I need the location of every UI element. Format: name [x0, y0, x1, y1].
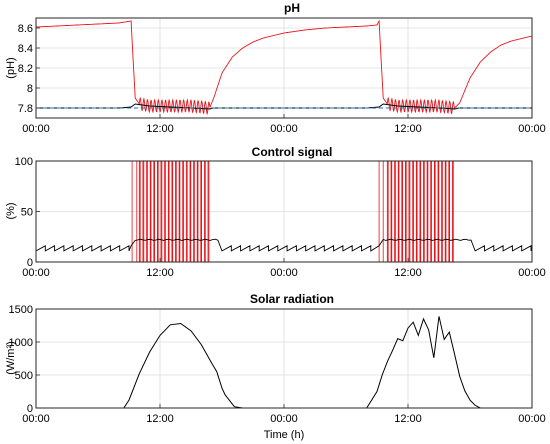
- series-control-sawtooth: [35, 238, 533, 252]
- control-y-axis-label: (%): [5, 202, 17, 219]
- y-tick-label: 8.4: [18, 43, 33, 55]
- y-tick-label: 50: [21, 207, 33, 219]
- solar-radiation-chart-title: Solar radiation: [250, 292, 334, 306]
- y-tick-label: 7.8: [18, 103, 33, 115]
- solar-y-axis-label: (W/m²): [5, 341, 17, 375]
- y-tick-label: 500: [15, 370, 33, 382]
- x-tick-label: 00:00: [22, 413, 50, 425]
- control-signal-chart-panel: Control signal 00:00 12:00 00:00 12:00 00:00…: [5, 145, 546, 279]
- y-tick-label: 8.6: [18, 23, 33, 35]
- series-black-line: [36, 316, 532, 409]
- series-red-line: [36, 19, 533, 116]
- x-tick-label: 00:00: [270, 123, 298, 135]
- x-tick-label: 00:00: [22, 123, 50, 135]
- x-tick-label: 00:00: [518, 267, 546, 279]
- x-tick-label: 12:00: [394, 413, 422, 425]
- y-tick-label: 0: [27, 257, 33, 269]
- solar-series-lines: [36, 316, 532, 409]
- y-tick-label: 8.2: [18, 63, 33, 75]
- ph-chart-panel: pH 00:00 12:00 00:00 12:00 00:00 7.8 8 8.2 8.4 8.…: [5, 1, 546, 135]
- y-tick-label: 1000: [9, 337, 33, 349]
- x-tick-label: 00:00: [518, 123, 546, 135]
- solar-x-axis-label: Time (h): [264, 429, 305, 441]
- x-tick-label: 00:00: [22, 267, 50, 279]
- y-tick-label: 0: [27, 403, 33, 415]
- x-tick-label: 00:00: [270, 267, 298, 279]
- ph-chart-title: pH: [284, 1, 300, 15]
- solar-gridlines: [36, 309, 532, 408]
- ph-series-lines: [36, 19, 533, 116]
- ph-y-axis-label: (pH): [5, 57, 17, 78]
- x-tick-label: 12:00: [394, 267, 422, 279]
- y-tick-label: 100: [15, 156, 33, 168]
- solar-radiation-chart-panel: Solar radiation 00:00 12:00 00:00 12:00 00:0…: [5, 292, 546, 441]
- control-signal-chart-title: Control signal: [252, 145, 333, 159]
- x-tick-label: 12:00: [146, 267, 174, 279]
- y-tick-label: 1500: [9, 304, 33, 316]
- x-tick-label: 12:00: [146, 413, 174, 425]
- x-tick-label: 00:00: [518, 413, 546, 425]
- ph-axis-ticks: 00:00 12:00 00:00 12:00 00:00 7.8 8 8.2 8.4 8.6: [18, 23, 546, 135]
- x-tick-label: 12:00: [394, 123, 422, 135]
- x-tick-label: 12:00: [146, 123, 174, 135]
- y-tick-label: 8: [27, 83, 33, 95]
- x-tick-label: 00:00: [270, 413, 298, 425]
